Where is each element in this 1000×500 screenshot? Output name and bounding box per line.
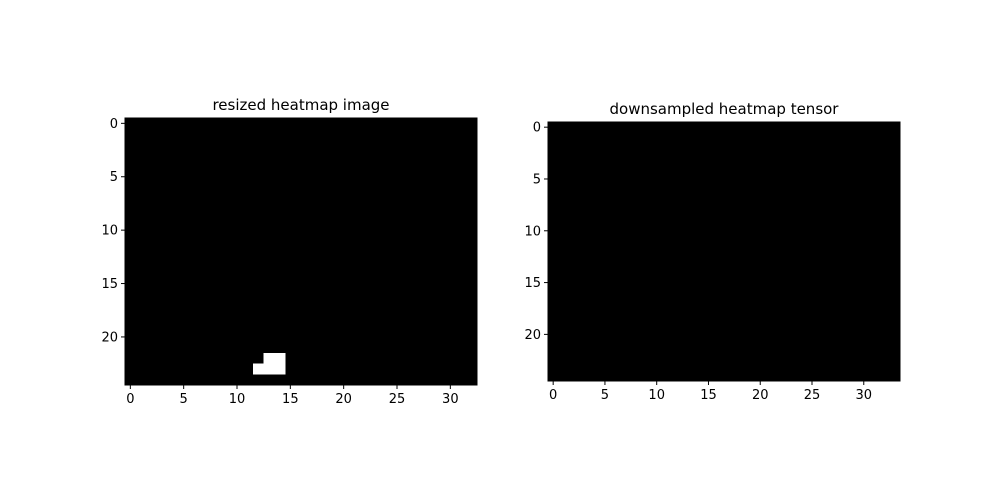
heatmap-cell xyxy=(253,363,264,375)
chart-title: downsampled heatmap tensor xyxy=(610,100,840,118)
x-tick-label: 30 xyxy=(855,388,872,403)
y-tick-label: 15 xyxy=(524,276,541,291)
heatmap-panel-2: 0 5 10 15 20 25 30 0 5 10 15 20 downsampled heatmap … xyxy=(524,100,901,403)
x-tick-label: 10 xyxy=(229,392,246,407)
x-tick-label: 0 xyxy=(549,388,557,403)
axes-frame xyxy=(124,117,478,386)
heatmap-background xyxy=(125,118,477,385)
heatmap-cell xyxy=(263,352,275,364)
heatmap-cell xyxy=(274,352,286,364)
y-tick-label: 10 xyxy=(101,224,118,239)
y-tick-label: 20 xyxy=(524,328,541,343)
y-tick-label: 15 xyxy=(101,277,118,292)
heatmap-panel-1: 0 5 10 15 20 25 30 0 5 10 15 20 resized heatmap imag… xyxy=(101,96,478,407)
y-tick-label: 10 xyxy=(524,224,541,239)
heatmap-cell xyxy=(274,363,286,375)
x-tick-label: 5 xyxy=(180,392,188,407)
x-tick-label: 20 xyxy=(752,388,769,403)
y-tick-label: 0 xyxy=(533,121,541,136)
y-tick-label: 20 xyxy=(101,330,118,345)
y-tick-label: 5 xyxy=(110,170,118,185)
x-tick-label: 0 xyxy=(126,392,134,407)
x-tick-label: 15 xyxy=(282,392,299,407)
x-tick-label: 30 xyxy=(442,392,459,407)
heatmap-background xyxy=(548,122,900,381)
x-tick-label: 20 xyxy=(335,392,352,407)
x-tick-label: 15 xyxy=(700,388,717,403)
x-tick-label: 5 xyxy=(601,388,609,403)
chart-title: resized heatmap image xyxy=(212,96,389,114)
y-tick-label: 5 xyxy=(533,172,541,187)
axes-frame xyxy=(547,121,901,382)
heatmap-cell xyxy=(263,363,275,375)
x-tick-label: 25 xyxy=(389,392,406,407)
x-tick-label: 10 xyxy=(648,388,665,403)
x-tick-label: 25 xyxy=(804,388,821,403)
y-tick-label: 0 xyxy=(110,117,118,132)
